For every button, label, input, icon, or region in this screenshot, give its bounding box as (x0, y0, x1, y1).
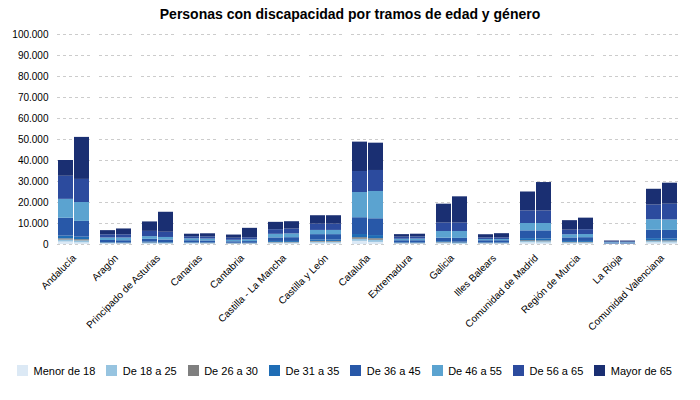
svg-text:20.000: 20.000 (18, 197, 49, 208)
svg-text:Cataluña: Cataluña (336, 252, 372, 288)
svg-text:Canarias: Canarias (168, 252, 204, 288)
svg-text:Castilla - La Mancha: Castilla - La Mancha (216, 252, 289, 325)
svg-text:Aragón: Aragón (90, 252, 121, 283)
svg-text:60.000: 60.000 (18, 113, 49, 124)
svg-text:70.000: 70.000 (18, 92, 49, 103)
svg-text:0: 0 (43, 239, 49, 250)
svg-text:Extremadura: Extremadura (366, 252, 415, 301)
html-text:De 31 a 35: De 31 a 35 (285, 364, 340, 377)
svg-text:90.000: 90.000 (18, 50, 49, 61)
svg-text:Comunidad Valenciana: Comunidad Valenciana (586, 252, 667, 333)
svg-text:Región de Murcia: Región de Murcia (519, 252, 583, 316)
svg-text:Cantabria: Cantabria (208, 252, 247, 291)
svg-text:40.000: 40.000 (18, 155, 49, 166)
html-text:Mayor de 65: Mayor de 65 (610, 364, 672, 377)
svg-text:Galicia: Galicia (427, 252, 457, 282)
svg-text:Comunidad de Madrid: Comunidad de Madrid (463, 252, 540, 329)
svg-text:100.000: 100.000 (12, 29, 49, 40)
svg-text:10.000: 10.000 (18, 218, 49, 229)
svg-text:Castilla y León: Castilla y León (276, 252, 330, 306)
html-text:De 26 a 30: De 26 a 30 (204, 364, 258, 377)
html-text:Menor de 18: Menor de 18 (33, 364, 96, 377)
html-text:De 36 a 45: De 36 a 45 (366, 364, 421, 377)
html-text:De 46 a 55: De 46 a 55 (448, 364, 502, 377)
html-text:Personas con discapacidad por: Personas con discapacidad por tramos de … (159, 6, 541, 22)
svg-text:Andalucía: Andalucía (39, 252, 79, 292)
svg-text:Illes Balears: Illes Balears (452, 252, 498, 298)
svg-text:50.000: 50.000 (18, 134, 49, 145)
svg-text:Principado de Asturias: Principado de Asturias (84, 252, 162, 330)
svg-text:La Rioja: La Rioja (590, 252, 624, 286)
svg-text:80.000: 80.000 (18, 71, 49, 82)
html-text:De 18 a 25: De 18 a 25 (122, 364, 177, 377)
html-text:De 56 a 65: De 56 a 65 (529, 364, 584, 377)
svg-text:30.000: 30.000 (18, 176, 49, 187)
